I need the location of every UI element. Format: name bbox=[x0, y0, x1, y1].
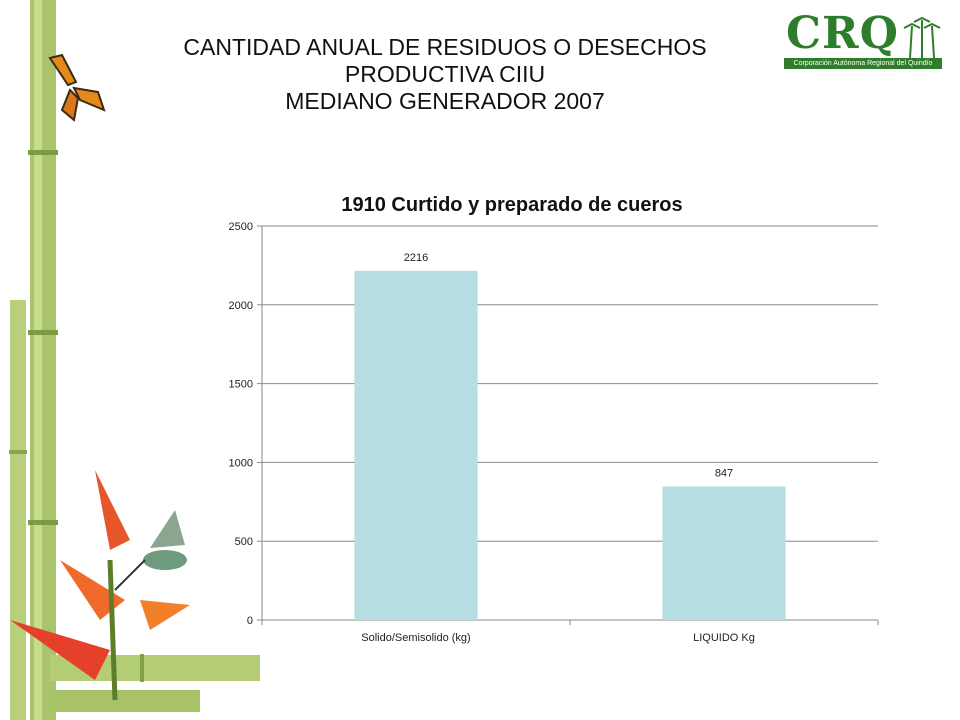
slide-title-line-2: PRODUCTIVA CIIU bbox=[344, 61, 546, 87]
slide-title-line-1: CANTIDAD ANUAL DE RESIDUOS O DESECHOS bbox=[183, 34, 707, 60]
y-tick-label: 1000 bbox=[229, 457, 253, 469]
palm-trees-icon bbox=[903, 16, 941, 58]
y-tick-label: 500 bbox=[235, 536, 253, 548]
decorative-bamboo-illustration bbox=[9, 0, 260, 720]
bar-1 bbox=[354, 270, 478, 620]
y-tick-label: 0 bbox=[247, 615, 253, 627]
hummingbird-icon bbox=[114, 510, 187, 591]
y-tick-label: 2500 bbox=[229, 221, 253, 233]
bar-chart: 1910 Curtido y preparado de cueros 0 500 1… bbox=[229, 194, 879, 644]
bar-2 bbox=[662, 486, 786, 620]
logo-text: CRQ bbox=[786, 8, 899, 59]
x-tick-label: LIQUIDO Kg bbox=[693, 632, 755, 644]
heliconia-flower-icon bbox=[10, 470, 190, 701]
logo-subtitle: Corporación Autónoma Regional del Quindí… bbox=[784, 58, 942, 69]
butterfly-icon bbox=[48, 53, 106, 122]
y-tick-label: 1500 bbox=[229, 379, 253, 391]
bamboo-stalk-icon bbox=[9, 0, 260, 720]
crq-logo: CRQ Corporación Autónoma Regional del Qu… bbox=[784, 8, 944, 72]
slide-title-line-3: MEDIANO GENERADOR 2007 bbox=[285, 88, 605, 114]
data-label: 847 bbox=[715, 468, 733, 480]
x-tick-label: Solido/Semisolido (kg) bbox=[361, 632, 470, 644]
y-tick-label: 2000 bbox=[229, 300, 253, 312]
chart-title: 1910 Curtido y preparado de cueros bbox=[341, 194, 682, 216]
data-label: 2216 bbox=[404, 252, 428, 264]
slide-title: CANTIDAD ANUAL DE RESIDUOS O DESECHOS PR… bbox=[130, 34, 760, 115]
